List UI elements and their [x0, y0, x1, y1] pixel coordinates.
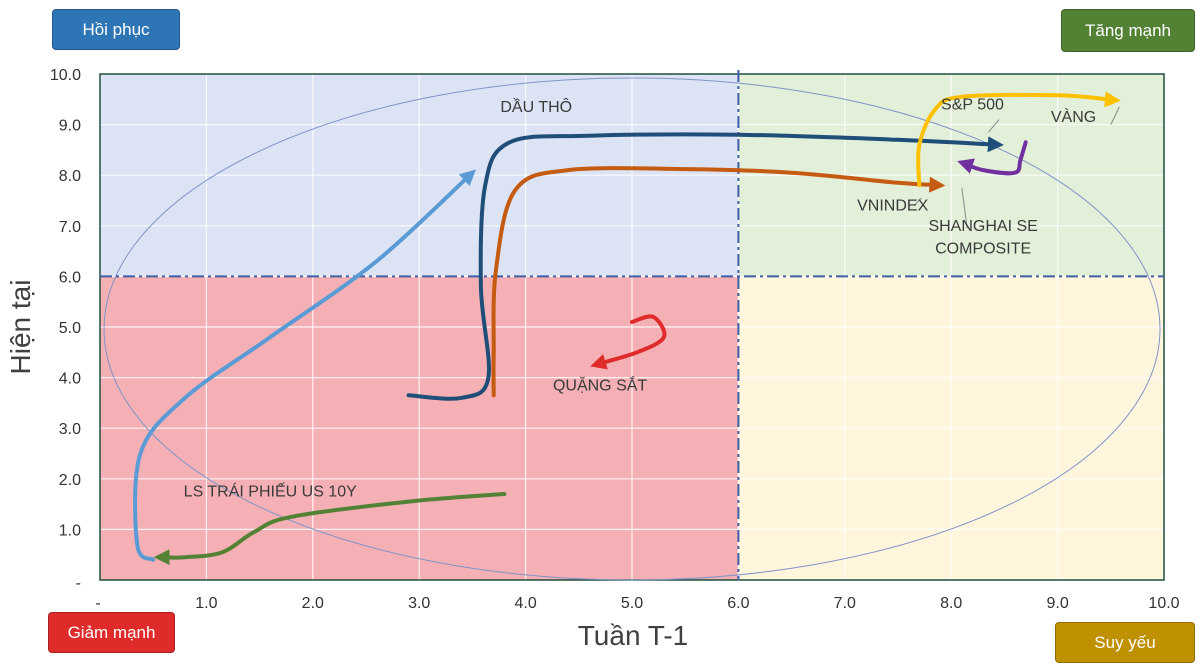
series-label: VNINDEX: [857, 198, 928, 215]
x-tick-label: 9.0: [1046, 595, 1068, 612]
x-tick-label: 7.0: [834, 595, 856, 612]
series-line-vnindex: [491, 166, 946, 398]
leader-line: [988, 119, 1000, 133]
y-tick-label: 1.0: [59, 522, 81, 539]
quadrant-label-weakening: Suy yếu: [1055, 622, 1195, 663]
x-tick-label: 8.0: [940, 595, 962, 612]
y-tick-label: 5.0: [59, 320, 81, 337]
guide-ellipse: [103, 77, 1161, 581]
x-tick-label: 5.0: [621, 595, 643, 612]
x-tick-label: -: [95, 595, 100, 612]
x-axis-title: Tuần T-1: [578, 620, 689, 651]
series-line-quang-sat: [590, 314, 667, 370]
quadrant-label-lagging: Giảm mạnh: [48, 612, 175, 653]
x-tick-label: 4.0: [514, 595, 536, 612]
leader-line-vnindex: [913, 197, 922, 206]
x-tick-label: 1.0: [195, 595, 217, 612]
leader-line: [961, 187, 968, 229]
y-tick-label: 8.0: [59, 168, 81, 185]
x-tick-label: 2.0: [302, 595, 324, 612]
y-tick-label: 10.0: [50, 67, 81, 84]
series-line-s-p-500: [406, 132, 1004, 401]
series-line-shanghai-se-composite: [957, 140, 1028, 176]
y-tick-label: -: [76, 575, 81, 592]
series-label: LS TRÁI PHIẾU US 10Y: [184, 482, 357, 501]
x-tick-label: 3.0: [408, 595, 430, 612]
y-tick-label: 3.0: [59, 421, 81, 438]
series-label: VÀNG: [1051, 107, 1096, 126]
x-tick-label: 10.0: [1148, 595, 1179, 612]
y-tick-label: 6.0: [59, 269, 81, 286]
series-label: SHANGHAI SE: [928, 218, 1037, 235]
quadrant-label-leading: Tăng mạnh: [1061, 9, 1195, 52]
series-line-ls-trai-phieu-us-10y: [153, 492, 507, 566]
series-label: QUẶNG SẮT: [553, 375, 647, 394]
quadrant-label-recovering: Hồi phục: [52, 9, 180, 50]
leader-line: [1110, 106, 1120, 125]
series-line-dau-tho: [133, 169, 476, 562]
y-axis-title: Hiện tại: [5, 280, 36, 375]
y-tick-label: 7.0: [59, 219, 81, 236]
y-tick-label: 2.0: [59, 472, 81, 489]
series-line-vang: [916, 91, 1121, 188]
series-label: COMPOSITE: [935, 241, 1031, 258]
y-tick-label: 9.0: [59, 118, 81, 135]
series-label: DẦU THÔ: [500, 97, 572, 116]
y-tick-label: 4.0: [59, 371, 81, 388]
series-label: S&P 500: [941, 96, 1004, 113]
x-tick-label: 6.0: [727, 595, 749, 612]
